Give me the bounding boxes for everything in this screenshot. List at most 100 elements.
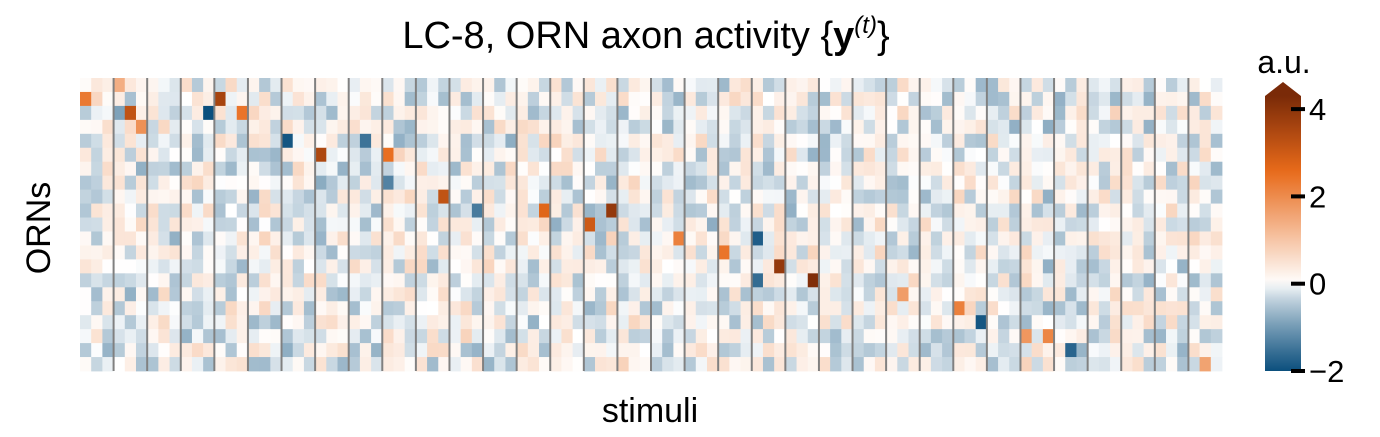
heatmap-cell (1210, 133, 1223, 149)
heatmap-cell (762, 259, 775, 274)
heatmap-cell (606, 78, 618, 93)
heatmap-cell (180, 301, 193, 316)
heatmap-cell (494, 301, 506, 316)
heatmap-cell (371, 119, 383, 135)
heatmap-cell (639, 189, 652, 204)
heatmap-cell (919, 189, 932, 204)
heatmap-cell (147, 273, 159, 288)
heatmap-cell (259, 105, 271, 121)
heatmap-cell (606, 329, 618, 344)
heatmap-cell (214, 301, 226, 316)
heatmap-cell (135, 245, 148, 260)
heatmap-cell (919, 301, 932, 316)
heatmap-cell (852, 105, 865, 121)
heatmap-cell (1098, 91, 1111, 107)
heatmap-cell (191, 273, 204, 288)
heatmap-cell (785, 343, 797, 358)
heatmap-cell (427, 273, 439, 288)
heatmap-cell (628, 119, 641, 135)
heatmap-cell (595, 105, 607, 121)
heatmap-cell (550, 175, 562, 191)
heatmap-cell (460, 287, 473, 302)
heatmap-cell (348, 203, 361, 218)
heatmap-cell (1020, 189, 1033, 204)
heatmap-cell (595, 315, 607, 330)
heatmap-cell (1042, 91, 1055, 107)
heatmap-cell (348, 245, 361, 260)
heatmap-cell (998, 105, 1010, 121)
heatmap-cell (975, 245, 988, 260)
heatmap-cell (1076, 217, 1089, 232)
heatmap-cell (404, 217, 417, 232)
heatmap-cell (315, 133, 327, 149)
heatmap-cell (158, 343, 170, 358)
heatmap-cell (1154, 259, 1167, 274)
heatmap-cell (1210, 329, 1223, 344)
heatmap-cell (662, 78, 674, 93)
heatmap-cell (662, 273, 674, 288)
heatmap-cell (774, 161, 786, 177)
heatmap-cell (505, 259, 518, 274)
heatmap-cell (281, 203, 294, 218)
heatmap-cell (583, 329, 596, 344)
heatmap-cell (91, 147, 103, 163)
heatmap-cell (1020, 301, 1033, 316)
heatmap-cell (1177, 315, 1189, 330)
heatmap-cell (169, 259, 182, 274)
heatmap-cell (852, 217, 865, 232)
heatmap-cell (595, 259, 607, 274)
heatmap-cell (1188, 189, 1201, 204)
heatmap-cell (673, 161, 685, 177)
heatmap-cell (1054, 329, 1066, 344)
heatmap-cell (158, 119, 170, 135)
heatmap-cell (1166, 287, 1178, 302)
heatmap-cell (1087, 119, 1100, 135)
heatmap-cell (774, 189, 786, 204)
heatmap-cell (572, 147, 585, 163)
heatmap-cell (292, 175, 305, 191)
heatmap-cell (158, 273, 170, 288)
heatmap-cell (505, 329, 518, 344)
heatmap-cell (751, 245, 764, 260)
heatmap-cell (259, 119, 271, 135)
heatmap-cell (617, 119, 630, 135)
heatmap-cell (337, 91, 350, 107)
heatmap-cell (427, 259, 439, 274)
heatmap-cell (527, 189, 540, 204)
heatmap-cell (415, 161, 428, 177)
heatmap-cell (214, 119, 226, 135)
heatmap-cell (998, 203, 1010, 218)
heatmap-cell (158, 161, 170, 177)
heatmap-cell (684, 161, 697, 177)
heatmap-cell (830, 217, 842, 232)
heatmap-cell (438, 105, 450, 121)
heatmap-cell (460, 231, 473, 246)
heatmap-cell (539, 287, 551, 302)
heatmap-cell (706, 315, 719, 330)
heatmap-cell (830, 259, 842, 274)
heatmap-cell (359, 189, 372, 204)
heatmap-cell (449, 189, 462, 204)
heatmap-cell (1098, 175, 1111, 191)
heatmap-cell (191, 357, 204, 372)
heatmap-cell (1166, 175, 1178, 191)
heatmap-cell (225, 91, 238, 107)
heatmap-cell (785, 147, 797, 163)
heatmap-cell (886, 217, 898, 232)
heatmap-cell (830, 119, 842, 135)
heatmap-cell (886, 315, 898, 330)
heatmap-cell (135, 175, 148, 191)
heatmap-cell (505, 105, 518, 121)
heatmap-cell (785, 287, 797, 302)
heatmap-cell (158, 133, 170, 149)
heatmap-cell (718, 301, 730, 316)
heatmap-cell (135, 189, 148, 204)
heatmap-cell (908, 357, 921, 372)
heatmap-cell (1054, 175, 1066, 191)
heatmap-cell (740, 105, 753, 121)
heatmap-cell (807, 203, 820, 218)
heatmap-cell (796, 259, 809, 274)
heatmap-cell (1154, 315, 1167, 330)
heatmap-cell (247, 245, 260, 260)
heatmap-cell (1009, 315, 1021, 330)
